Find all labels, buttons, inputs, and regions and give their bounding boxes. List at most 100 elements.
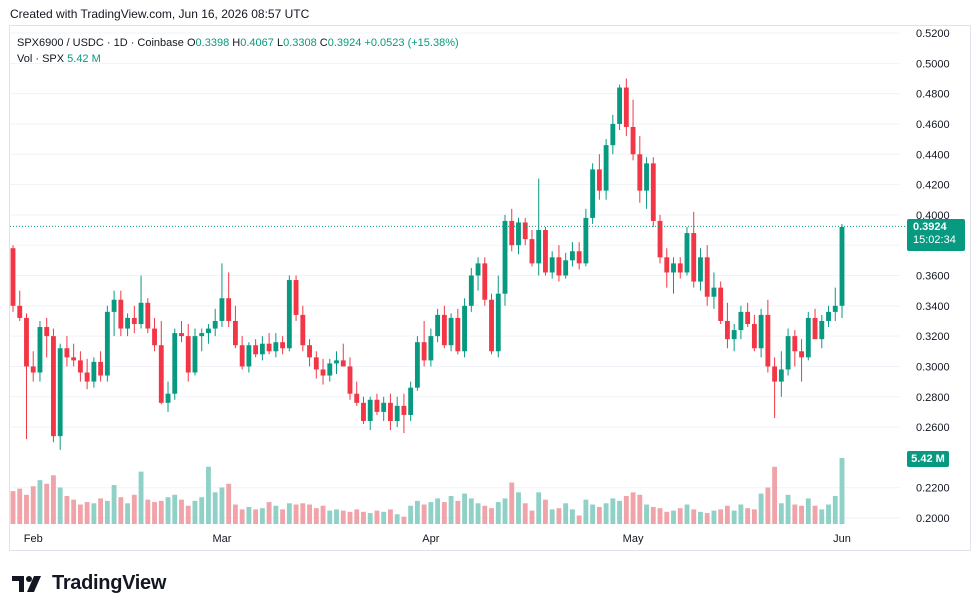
volume-bar bbox=[455, 500, 461, 524]
bar-countdown: 15:02:34 bbox=[913, 234, 956, 246]
candle-body bbox=[765, 314, 771, 367]
volume-bar bbox=[17, 488, 23, 524]
volume-bar bbox=[388, 509, 393, 524]
candle-body bbox=[785, 336, 791, 370]
volume-bar bbox=[158, 500, 164, 524]
volume-bars bbox=[10, 458, 845, 524]
candle-body bbox=[583, 217, 589, 264]
candle-body bbox=[313, 357, 319, 370]
candle-body bbox=[563, 260, 569, 276]
volume-bar bbox=[522, 503, 528, 524]
volume-bar bbox=[536, 492, 542, 524]
volume-bar bbox=[131, 494, 137, 524]
volume-bar bbox=[381, 511, 387, 524]
candle-body bbox=[232, 320, 238, 346]
candle-body bbox=[246, 345, 252, 367]
volume-bar bbox=[805, 498, 811, 524]
candle-body bbox=[657, 220, 663, 258]
candle-body bbox=[650, 163, 656, 221]
candle-body bbox=[219, 298, 225, 321]
volume-bar bbox=[104, 500, 110, 524]
volume-bar bbox=[91, 503, 97, 524]
candle-body bbox=[724, 320, 730, 340]
y-tick-label: 0.2000 bbox=[916, 513, 950, 525]
candle-body bbox=[354, 393, 360, 403]
volume-bar bbox=[152, 502, 157, 524]
candle-body bbox=[300, 314, 306, 346]
volume-bar bbox=[77, 504, 83, 524]
volume-bar bbox=[637, 494, 643, 524]
candle-body bbox=[637, 154, 643, 191]
candle-body bbox=[677, 263, 683, 273]
volume-bar bbox=[51, 475, 56, 524]
y-tick-label: 0.3200 bbox=[916, 331, 950, 343]
volume-bar bbox=[226, 483, 232, 524]
volume-bar bbox=[320, 505, 326, 524]
candle-body bbox=[704, 257, 710, 297]
y-tick-label: 0.5200 bbox=[916, 28, 950, 40]
low-label: L bbox=[276, 37, 284, 49]
candle-body bbox=[778, 369, 784, 382]
candle-body bbox=[57, 348, 63, 437]
volume-bar bbox=[556, 508, 562, 524]
volume-bar bbox=[37, 480, 43, 524]
volume-bar bbox=[300, 503, 306, 524]
price-axis: 0.5200 0.5000 0.4800 0.4600 0.4400 0.4200 0.40… bbox=[916, 28, 950, 525]
candle-body bbox=[475, 263, 481, 276]
candle-body bbox=[758, 314, 764, 349]
candle-body bbox=[482, 263, 488, 300]
candle-body bbox=[280, 342, 286, 349]
close-label: C bbox=[319, 37, 328, 49]
volume-bar bbox=[361, 511, 366, 524]
candle-body bbox=[549, 257, 555, 273]
volume-bar bbox=[239, 509, 245, 524]
candle-body bbox=[37, 327, 43, 373]
candle-body bbox=[111, 299, 117, 312]
volume-bar bbox=[468, 498, 474, 524]
candle-body bbox=[212, 320, 218, 329]
high-value: 0.4067 bbox=[240, 37, 274, 49]
candle-body bbox=[644, 163, 649, 191]
volume-bar bbox=[421, 504, 427, 524]
volume-bar bbox=[691, 509, 697, 524]
volume-bar bbox=[657, 508, 663, 524]
time-axis: Feb Mar Apr May Jun bbox=[24, 533, 851, 545]
candle-body bbox=[543, 230, 548, 273]
candle-body bbox=[71, 357, 77, 361]
candle-body bbox=[751, 324, 757, 349]
candle-body bbox=[158, 345, 164, 403]
candle-body bbox=[17, 305, 23, 318]
volume-bar bbox=[401, 516, 407, 524]
volume-bar bbox=[138, 471, 144, 524]
volume-bar bbox=[569, 509, 575, 524]
candle-body bbox=[131, 317, 137, 324]
candle-body bbox=[98, 361, 104, 376]
candle-body bbox=[361, 402, 366, 421]
volume-bar bbox=[724, 505, 730, 524]
tradingview-logo[interactable]: TradingView bbox=[12, 572, 166, 595]
volume-bar bbox=[179, 499, 184, 524]
x-tick-label: Jun bbox=[833, 533, 851, 545]
volume-bar bbox=[475, 503, 481, 524]
candle-body bbox=[819, 320, 825, 340]
candle-body bbox=[259, 343, 265, 355]
candle-body bbox=[623, 87, 629, 127]
candle-body bbox=[239, 345, 245, 367]
candle-body bbox=[435, 314, 441, 337]
last-price-tag: 0.3924 15:02:34 bbox=[907, 219, 965, 251]
x-tick-label: Apr bbox=[422, 533, 439, 545]
candle-body bbox=[617, 87, 623, 124]
candle-body bbox=[340, 360, 346, 367]
volume-bar bbox=[819, 509, 825, 524]
volume-bar bbox=[751, 509, 757, 524]
volume-bar bbox=[428, 502, 434, 524]
volume-legend: Vol · SPX 5.42 M bbox=[17, 51, 101, 67]
candle-body bbox=[253, 345, 259, 355]
volume-bar bbox=[327, 510, 333, 524]
candle-body bbox=[792, 336, 798, 352]
candle-body bbox=[799, 351, 804, 358]
volume-bar bbox=[758, 493, 764, 524]
volume-value: 5.42 M bbox=[67, 53, 101, 65]
candle-body bbox=[266, 343, 272, 352]
